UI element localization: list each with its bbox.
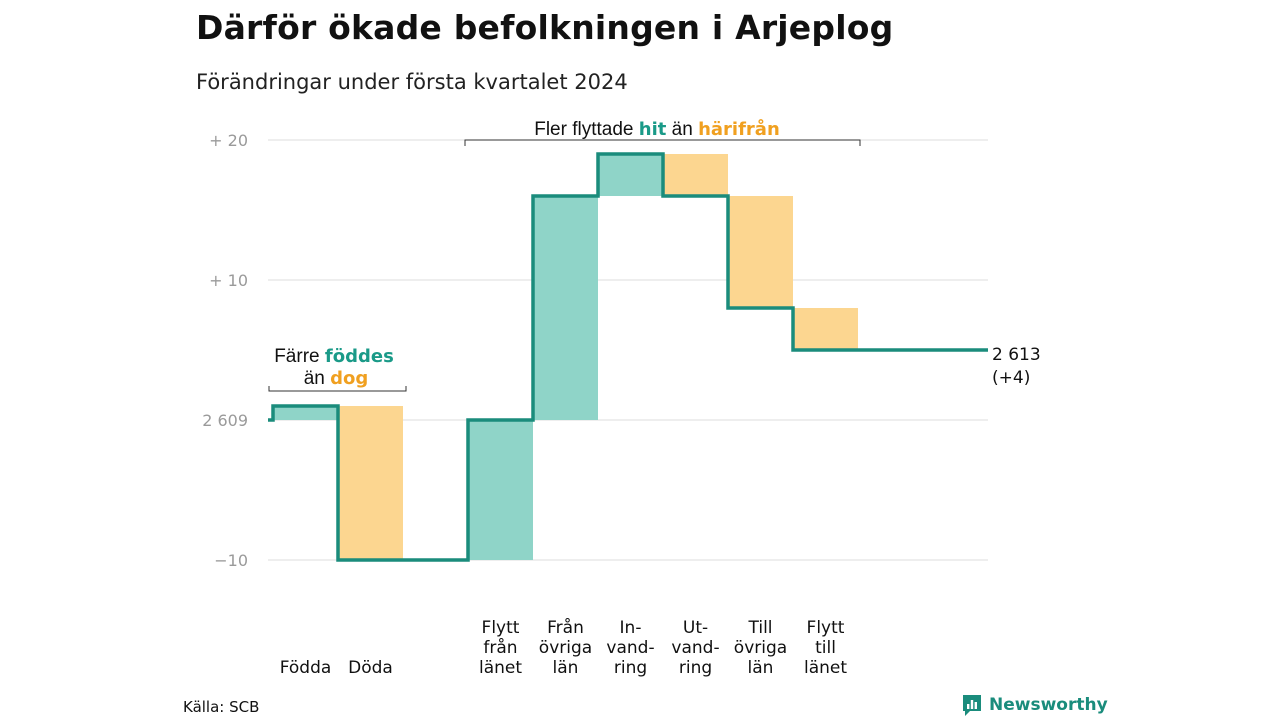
migration-ann-highlight-harifran: härifrån — [698, 118, 780, 140]
x-label-line: från — [483, 637, 517, 658]
brand-name: Newsworthy — [989, 695, 1108, 715]
migration-annotation: Fler flyttade hit än härifrån — [464, 118, 861, 146]
bar — [598, 154, 663, 196]
step-line — [268, 152, 988, 562]
bar — [338, 406, 403, 560]
bar — [728, 196, 793, 308]
x-label-line: Döda — [348, 658, 393, 678]
bar — [663, 154, 728, 196]
births-ann-highlight-dog: dog — [330, 368, 368, 389]
x-label-line: län — [748, 658, 774, 678]
newsworthy-logo-icon — [963, 695, 981, 716]
x-label-line: län — [553, 658, 579, 678]
x-category-label: Från övriga län — [539, 617, 592, 678]
x-label-line: vand- — [606, 638, 654, 658]
x-category-label: Till övriga län — [734, 618, 787, 678]
migration-ann-text-a: Fler flyttade — [534, 119, 633, 140]
cumulative-step-line — [268, 152, 988, 562]
births-ann-highlight-fodde: föddes — [325, 346, 394, 367]
end-change-label: (+4) — [992, 368, 1030, 388]
migration-ann-text-an: än — [672, 119, 693, 140]
x-label-line: ring — [679, 658, 712, 678]
x-label-line: Flytt — [807, 618, 845, 638]
svg-text:än dog: än dog — [304, 368, 369, 389]
bar — [273, 406, 338, 420]
end-value-label: 2 613 — [992, 345, 1041, 365]
x-label-line: till — [815, 638, 836, 658]
chart-title: Därför ökade befolkningen i Arjeplog — [196, 8, 894, 47]
svg-text:Fler flyttade hit: Fler flyttade hit än härifrån — [534, 118, 780, 140]
x-label-line: Flytt — [482, 618, 520, 638]
x-label-line: vand- — [671, 638, 719, 658]
migration-bracket — [464, 139, 861, 146]
x-label-line: ring — [614, 658, 647, 678]
bars — [273, 154, 858, 560]
x-label-line: länet — [804, 658, 847, 678]
y-axis-ticks: + 20 + 10 2 609 −10 — [202, 131, 248, 570]
x-label-line: länet — [479, 658, 522, 678]
source-note: Källa: SCB — [183, 698, 260, 716]
x-category-label: Födda — [280, 658, 332, 678]
bar — [533, 196, 598, 420]
bar — [468, 420, 533, 560]
x-label-line: In- — [620, 618, 642, 638]
births-ann-text-an: än — [304, 368, 325, 389]
y-tick-label: −10 — [214, 551, 248, 570]
x-label-line: övriga — [539, 638, 592, 658]
x-category-label: Döda — [348, 658, 393, 678]
x-category-label: Flytt från länet — [479, 618, 522, 678]
chart-subtitle: Förändringar under första kvartalet 2024 — [196, 70, 628, 94]
births-bracket — [268, 386, 407, 392]
y-tick-label: 2 609 — [202, 411, 248, 430]
x-label-line: Till — [747, 618, 772, 638]
x-label-line: Födda — [280, 658, 332, 678]
migration-ann-highlight-hit: hit — [639, 119, 667, 140]
x-label-line: övriga — [734, 638, 787, 658]
brand-logo: Newsworthy — [961, 693, 1108, 717]
y-tick-label: + 10 — [209, 271, 248, 290]
x-category-label: Ut-vand-ring — [671, 618, 719, 678]
births-ann-text-a: Färre — [274, 346, 319, 367]
x-category-label: Flytt till länet — [804, 618, 847, 678]
bar — [793, 308, 858, 350]
svg-text:Färre föddes: Färre föddes — [274, 346, 394, 367]
births-annotation: Färre föddes än dog — [268, 346, 407, 392]
y-tick-label: + 20 — [209, 131, 248, 150]
x-label-line: Ut- — [683, 618, 708, 638]
x-category-label: In-vand-ring — [606, 618, 654, 678]
x-label-line: Från — [547, 617, 584, 638]
